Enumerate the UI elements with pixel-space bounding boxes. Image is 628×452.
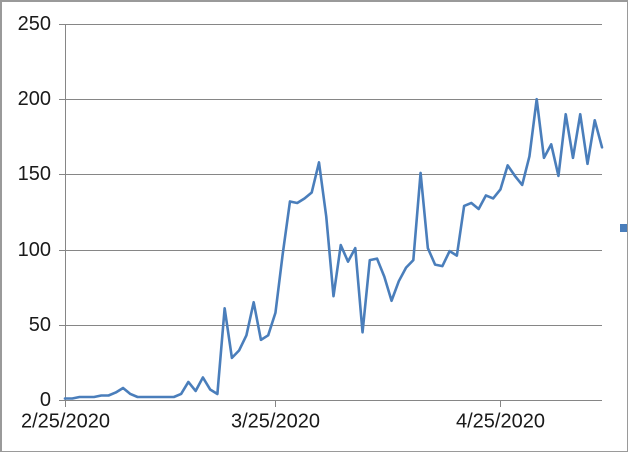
x-axis-tick-label: 3/25/2020 xyxy=(231,411,320,433)
y-axis-tick-label: 200 xyxy=(18,88,51,110)
y-axis-tick-labels: 0 50 100 150 200 250 xyxy=(18,13,51,411)
y-axis-tick-label: 100 xyxy=(18,239,51,261)
axis-ticks xyxy=(59,24,501,407)
data-series-group[interactable] xyxy=(63,97,604,400)
data-series-line[interactable] xyxy=(63,97,604,400)
y-axis-tick-label: 0 xyxy=(40,389,51,411)
y-axis-tick-label: 250 xyxy=(18,13,51,35)
legend-color-swatch xyxy=(620,224,627,232)
y-axis-tick-label: 50 xyxy=(29,314,51,336)
x-axis-tick-labels: 2/25/2020 3/25/2020 4/25/2020 xyxy=(21,411,545,433)
legend-marker-group xyxy=(620,224,627,232)
x-axis-tick-label: 2/25/2020 xyxy=(21,411,110,433)
y-axis-tick-label: 150 xyxy=(18,163,51,185)
gridlines xyxy=(65,24,602,401)
x-axis-tick-label: 4/25/2020 xyxy=(456,411,545,433)
